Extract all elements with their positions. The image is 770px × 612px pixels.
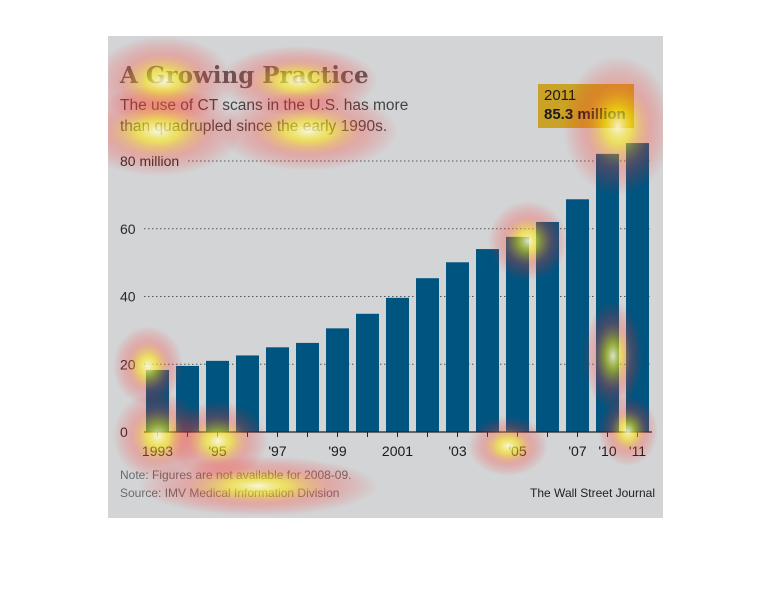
- callout-2011: 2011 85.3 million: [538, 84, 634, 128]
- x-tick-label: '07: [568, 443, 586, 459]
- y-tick-label: 60: [120, 221, 136, 237]
- y-tick-label: 0: [120, 424, 128, 440]
- x-tick-label: '03: [448, 443, 466, 459]
- callout-value: 85.3 million: [544, 106, 626, 123]
- y-tick-label: 80 million: [120, 153, 179, 169]
- bar-2007: [566, 199, 589, 432]
- y-tick-label: 20: [120, 356, 136, 372]
- x-tick-label: 2001: [382, 443, 413, 459]
- x-tick-label: '95: [208, 443, 226, 459]
- bar-2004: [476, 249, 499, 432]
- chart-subtitle-line2: than quadrupled since the early 1990s.: [120, 118, 388, 135]
- callout-year: 2011: [544, 87, 577, 104]
- bar-2005: [506, 236, 529, 432]
- bar-2006: [536, 221, 559, 432]
- x-tick-label: '11: [629, 443, 646, 459]
- chart-panel: 0 20 40 60 80 million 1993 '95 '97 '99 2001 '03 '05…: [108, 36, 663, 518]
- bar-1994: [176, 365, 199, 432]
- bar-2010: [596, 153, 619, 432]
- bar-2003: [446, 262, 469, 432]
- bar-2001: [386, 297, 409, 432]
- bar-1995: [206, 360, 229, 432]
- x-tick-label: '10: [598, 443, 616, 459]
- bar-1996: [236, 355, 259, 432]
- x-tick-label: '05: [508, 443, 526, 459]
- y-tick-label: 40: [120, 289, 136, 305]
- x-tick-label: '97: [268, 443, 286, 459]
- bar-1998: [296, 342, 319, 432]
- bar-1997: [266, 347, 289, 432]
- bar-2011: [626, 143, 649, 432]
- bar-1999: [326, 328, 349, 432]
- chart-subtitle-line1: The use of CT scans in the U.S. has more: [120, 97, 409, 114]
- chart-source: Source: IMV Medical Information Division: [120, 486, 340, 500]
- x-tick-label: '99: [328, 443, 346, 459]
- publisher-credit: The Wall Street Journal: [530, 486, 655, 500]
- bar-2002: [416, 278, 439, 432]
- chart-title: A Growing Practice: [120, 62, 369, 89]
- bar-2000: [356, 313, 379, 432]
- bar-1993: [146, 370, 169, 432]
- x-tick-label: 1993: [142, 443, 173, 459]
- chart-note: Note: Figures are not available for 2008…: [120, 468, 352, 482]
